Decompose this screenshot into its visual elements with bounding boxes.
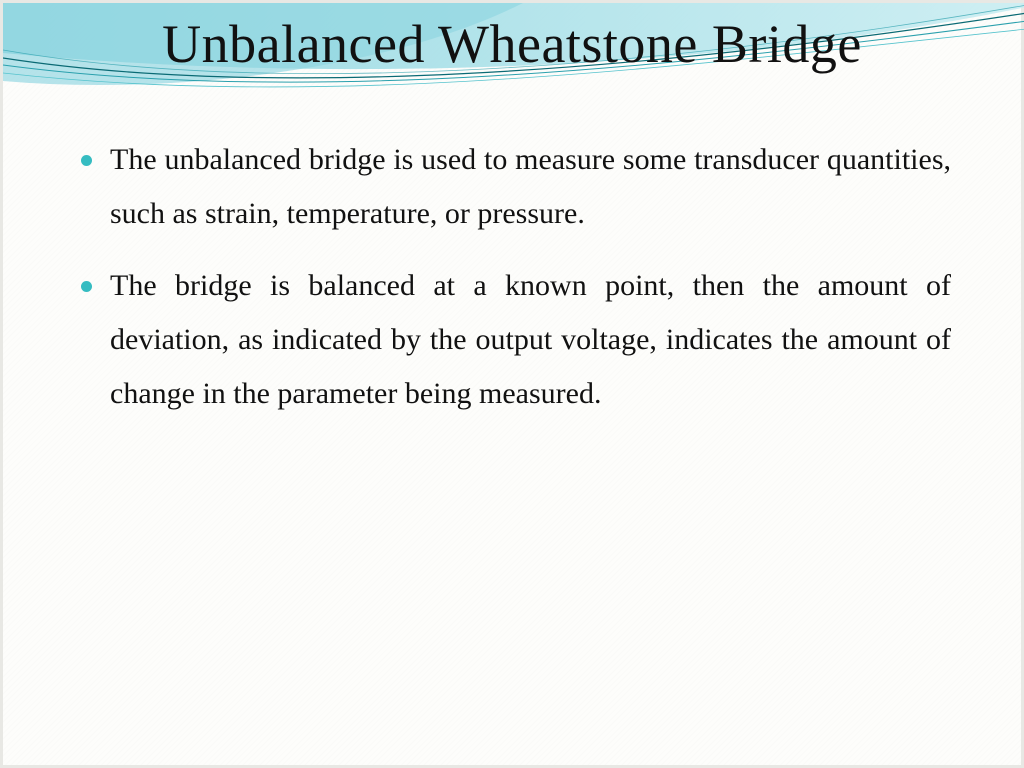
bullet-item: The bridge is balanced at a known point,… xyxy=(81,259,951,421)
slide-body: The unbalanced bridge is used to measure… xyxy=(81,133,951,439)
bullet-dot-icon xyxy=(81,281,92,292)
bullet-text: The unbalanced bridge is used to measure… xyxy=(110,133,951,241)
bullet-item: The unbalanced bridge is used to measure… xyxy=(81,133,951,241)
bullet-text: The bridge is balanced at a known point,… xyxy=(110,259,951,421)
bullet-dot-icon xyxy=(81,155,92,166)
slide-title: Unbalanced Wheatstone Bridge xyxy=(3,13,1021,75)
